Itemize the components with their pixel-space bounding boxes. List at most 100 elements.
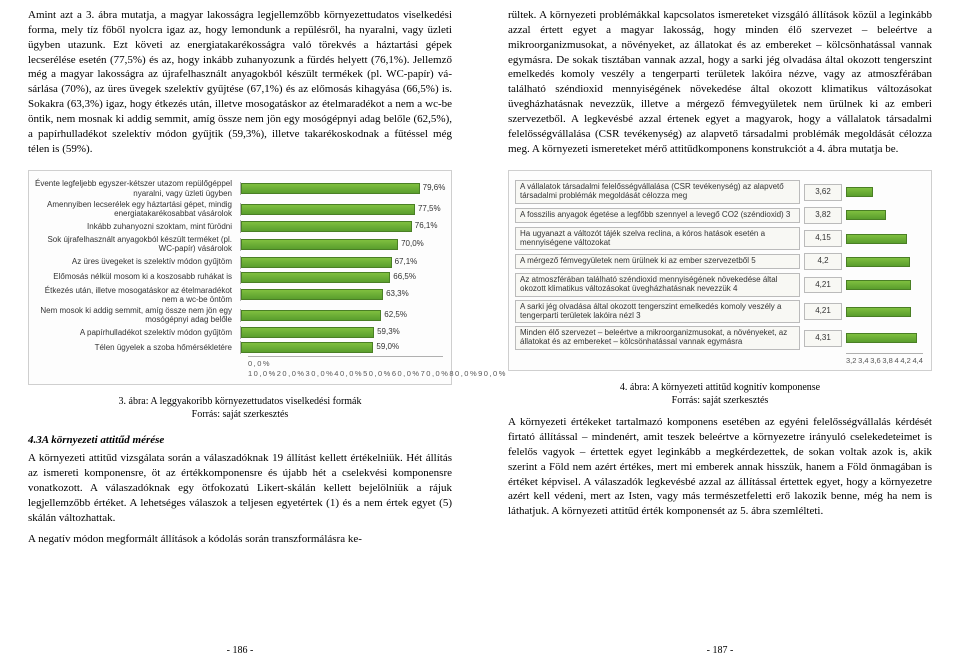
bar-zone: 62,5% [240, 309, 443, 322]
bar-value: 63,3% [386, 289, 409, 300]
bar-zone [846, 208, 923, 222]
bar-zone: 59,3% [240, 326, 443, 339]
chart-row: Amennyiben lecserélek egy háztartási gép… [35, 200, 443, 218]
bar: 67,1% [241, 257, 392, 268]
bar-label: Nem mosok ki addig semmit, amíg össze ne… [35, 306, 240, 324]
bar-label: Az atmoszférában található széndioxid me… [515, 273, 800, 297]
chart-row: Évente legfeljebb egyszer-kétszer utazom… [35, 179, 443, 197]
bar [846, 234, 907, 244]
bar-zone [846, 255, 923, 269]
bar-value: 79,6% [423, 183, 446, 194]
bar: 63,3% [241, 289, 383, 300]
bar-label: Inkább zuhanyozni szoktam, mint fürödni [35, 222, 240, 231]
bar-zone: 67,1% [240, 256, 443, 269]
bar-value: 62,5% [384, 310, 407, 321]
figure-caption: 4. ábra: A környezeti attitűd kognitív k… [508, 381, 932, 407]
bar-value: 59,0% [376, 342, 399, 353]
bar-zone: 59,0% [240, 341, 443, 354]
bar-value: 4,2 [804, 253, 842, 270]
page-right: rültek. A környezeti problémákkal kapcso… [480, 0, 960, 663]
bar-value: 4,21 [804, 303, 842, 320]
bar-label: Amennyiben lecserélek egy háztartási gép… [35, 200, 240, 218]
chart-row: Inkább zuhanyozni szoktam, mint fürödni7… [35, 220, 443, 233]
page-left: Amint azt a 3. ábra mutatja, a magyar la… [0, 0, 480, 663]
bar-zone: 70,0% [240, 238, 443, 251]
bar-label: A papírhulladékot szelektív módon gyűjtö… [35, 328, 240, 337]
chart-row: A vállalatok társadalmi felelősségvállal… [515, 180, 923, 204]
bar-label: Télen ügyelek a szoba hőmérsékletére [35, 343, 240, 352]
chart-behaviors: Évente legfeljebb egyszer-kétszer utazom… [28, 170, 452, 384]
bar-value: 59,3% [377, 327, 400, 338]
bar-value: 70,0% [401, 239, 424, 250]
bar [846, 280, 911, 290]
bar-value: 4,31 [804, 330, 842, 347]
chart-row: Étkezés után, illetve mosogatáskor az ét… [35, 286, 443, 304]
bar-zone [846, 331, 923, 345]
bar-value: 4,15 [804, 230, 842, 247]
paragraph: Amint azt a 3. ábra mutatja, a magyar la… [28, 8, 452, 156]
bar-value: 76,1% [415, 221, 438, 232]
paragraph: A környezeti attitűd vizsgálata során a … [28, 451, 452, 525]
bar [846, 257, 910, 267]
bar-zone [846, 185, 923, 199]
bar-value: 3,82 [804, 207, 842, 224]
bar-value: 3,62 [804, 184, 842, 201]
bar: 62,5% [241, 310, 381, 321]
bar-label: A fosszilis anyagok égetése a legfőbb sz… [515, 208, 800, 223]
chart-axis: 3,23,43,63,844,24,4 [846, 353, 923, 366]
paragraph: A környezeti értékeket tartalmazó kompon… [508, 415, 932, 519]
figure-caption: 3. ábra: A leggyakoribb környezettudatos… [28, 395, 452, 421]
bar-label: Minden élő szervezet – beleértve a mikro… [515, 326, 800, 350]
bar-label: Ha ugyanazt a változót tájék szelva recl… [515, 227, 800, 251]
bar-zone [846, 278, 923, 292]
chart-axis: 0,0% 10,0%20,0%30,0%40,0%50,0%60,0%70,0%… [248, 356, 443, 379]
bar-value: 67,1% [395, 257, 418, 268]
bar: 77,5% [241, 204, 415, 215]
bar-zone: 63,3% [240, 288, 443, 301]
bar-label: A sarki jég olvadása által okozott tenge… [515, 300, 800, 324]
chart-row: Sok újrafelhasznált anyagokból készült t… [35, 235, 443, 253]
bar-label: A mérgező fémvegyületek nem ürülnek ki a… [515, 254, 800, 269]
bar-zone: 79,6% [240, 182, 443, 195]
bar: 70,0% [241, 239, 398, 250]
bar: 76,1% [241, 221, 412, 232]
chart-row: Az atmoszférában található széndioxid me… [515, 273, 923, 297]
paragraph: A negatív módon megformált állítások a k… [28, 532, 452, 547]
section-heading: 4.3A környezeti attitűd mérése [28, 433, 452, 448]
bar-label: Étkezés után, illetve mosogatáskor az ét… [35, 286, 240, 304]
bar [846, 307, 911, 317]
bar: 59,3% [241, 327, 374, 338]
paragraph: rültek. A környezeti problémákkal kapcso… [508, 8, 932, 156]
bar: 66,5% [241, 272, 390, 283]
page-number: - 187 - [707, 644, 734, 658]
chart-row: A fosszilis anyagok égetése a legfőbb sz… [515, 207, 923, 224]
page-number: - 186 - [227, 644, 254, 658]
bar [846, 187, 873, 197]
bar-zone [846, 305, 923, 319]
chart-row: Előmosás nélkül mosom ki a koszosabb ruh… [35, 271, 443, 284]
bar-label: Sok újrafelhasznált anyagokból készült t… [35, 235, 240, 253]
chart-row: A mérgező fémvegyületek nem ürülnek ki a… [515, 253, 923, 270]
chart-row: A papírhulladékot szelektív módon gyűjtö… [35, 326, 443, 339]
chart-row: A sarki jég olvadása által okozott tenge… [515, 300, 923, 324]
bar-label: A vállalatok társadalmi felelősségvállal… [515, 180, 800, 204]
bar-zone: 66,5% [240, 271, 443, 284]
bar-value: 77,5% [418, 204, 441, 215]
bar: 79,6% [241, 183, 420, 194]
bar-zone [846, 232, 923, 246]
bar-label: Előmosás nélkül mosom ki a koszosabb ruh… [35, 272, 240, 281]
chart-row: Nem mosok ki addig semmit, amíg össze ne… [35, 306, 443, 324]
chart-row: Ha ugyanazt a változót tájék szelva recl… [515, 227, 923, 251]
chart-attitude: A vállalatok társadalmi felelősségvállal… [508, 170, 932, 371]
chart-row: Télen ügyelek a szoba hőmérsékletére59,0… [35, 341, 443, 354]
bar [846, 333, 917, 343]
bar-zone: 77,5% [240, 203, 443, 216]
bar: 59,0% [241, 342, 373, 353]
bar-zone: 76,1% [240, 220, 443, 233]
bar-value: 66,5% [393, 272, 416, 283]
bar-value: 4,21 [804, 277, 842, 294]
bar-label: Évente legfeljebb egyszer-kétszer utazom… [35, 179, 240, 197]
bar [846, 210, 886, 220]
chart-row: Minden élő szervezet – beleértve a mikro… [515, 326, 923, 350]
bar-label: Az üres üvegeket is szelektív módon gyűj… [35, 257, 240, 266]
